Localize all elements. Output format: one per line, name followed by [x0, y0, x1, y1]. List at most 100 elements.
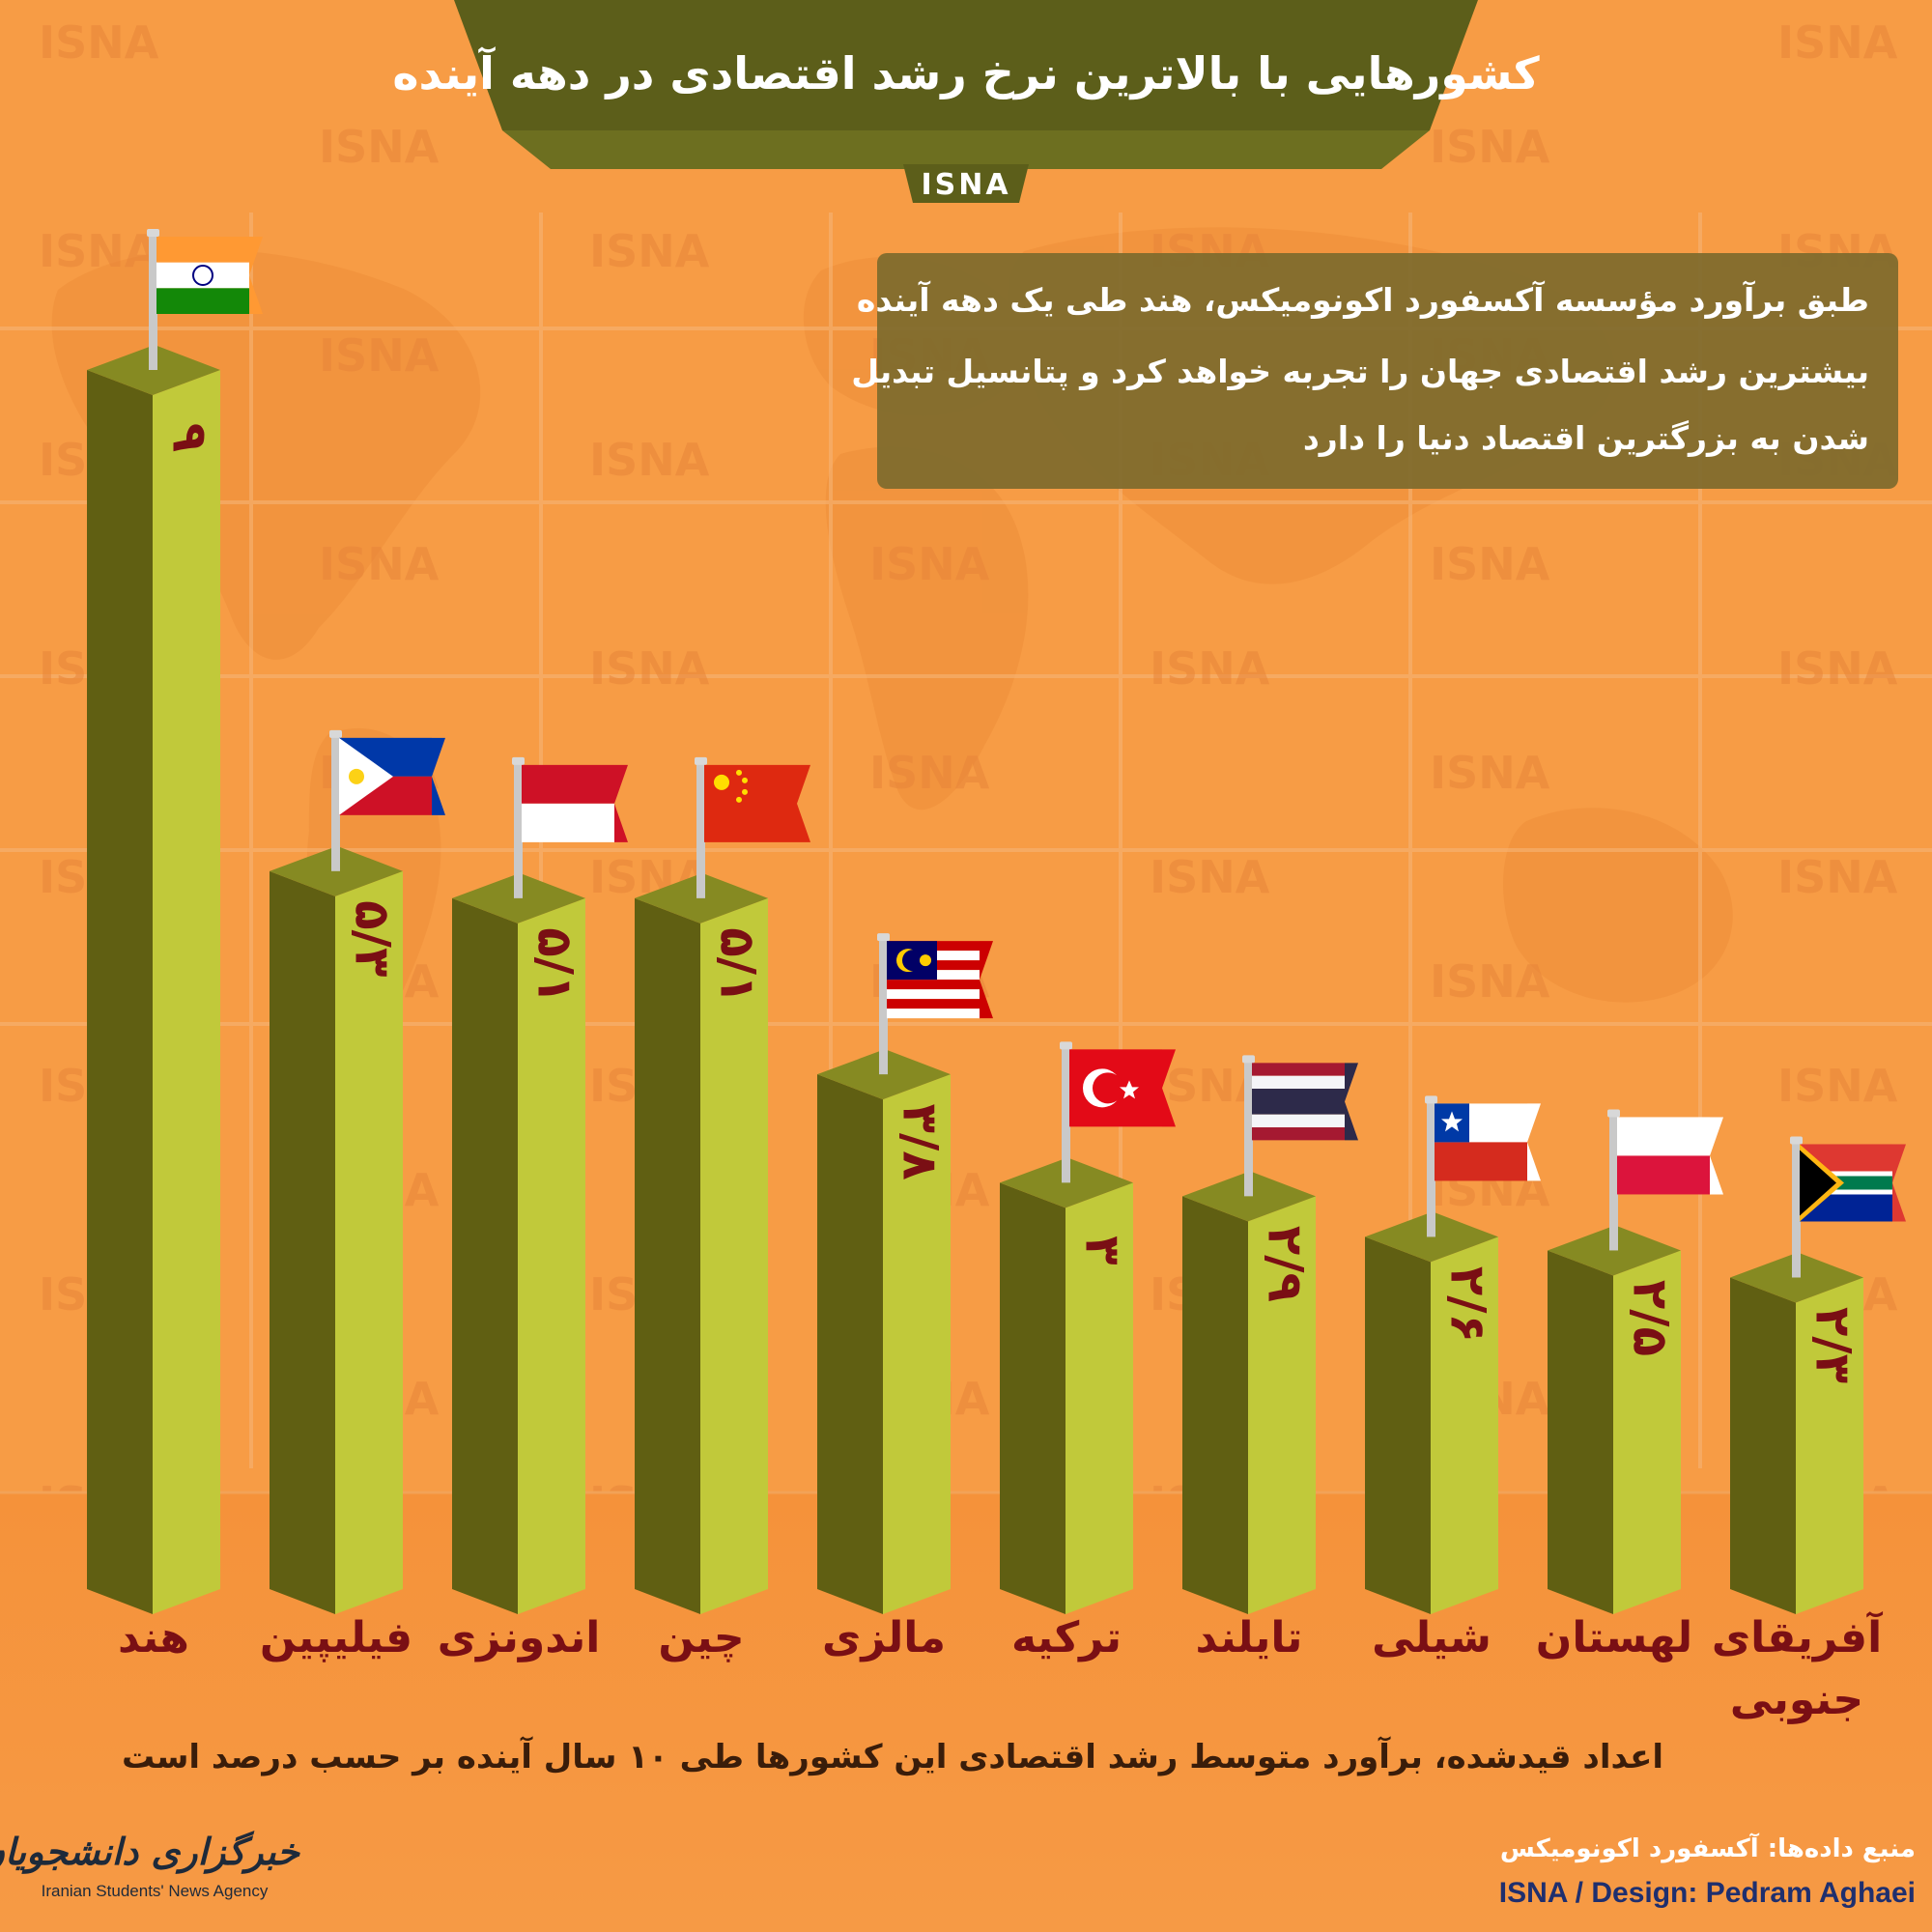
category-label: آفریقای: [1712, 1610, 1883, 1662]
flag-south-africa-icon: [1800, 1144, 1906, 1222]
bar-value-label: ۵/۳: [345, 900, 401, 977]
bar-group: ۵/۱ اندونزی: [438, 756, 628, 1662]
category-label: مالزی: [822, 1613, 946, 1662]
isna-watermark: ISNA: [39, 225, 159, 277]
flag-pole: [1062, 1047, 1070, 1183]
bar-left-face: [1365, 1236, 1431, 1614]
bar: [153, 370, 220, 1614]
bar-value-label: ۲/۳: [1805, 1307, 1861, 1383]
title-banner: کشورهایی با بالاترین نرخ رشد اقتصادی در …: [392, 0, 1540, 169]
flag-malaysia-icon: [887, 941, 993, 1019]
isna-watermark: ISNA: [319, 538, 440, 590]
logo-english: Iranian Students' News Agency: [42, 1882, 269, 1900]
footnote: اعداد قیدشده، برآورد متوسط رشد اقتصادی ا…: [122, 1736, 1663, 1776]
flag-pole-cap: [329, 729, 342, 738]
isna-watermark: ISNA: [869, 747, 990, 799]
isna-watermark: ISNA: [1150, 851, 1270, 903]
flag-pole: [696, 762, 705, 898]
isna-watermark: ISNA: [1777, 851, 1898, 903]
category-label: هند: [118, 1613, 189, 1662]
category-label: چین: [658, 1613, 744, 1662]
category-label: ترکیه: [1011, 1613, 1122, 1662]
isna-watermark: ISNA: [1430, 747, 1550, 799]
flag-pole: [331, 735, 340, 871]
category-label: جنوبی: [1730, 1675, 1863, 1724]
bar-value-label: ۵/۱: [709, 927, 765, 1004]
flag-pole-cap: [1060, 1041, 1072, 1050]
design-credit: ISNA / Design: Pedram Aghaei: [1499, 1877, 1916, 1909]
bar-value-label: ۳/۸: [893, 1104, 949, 1180]
bar-series: ۹ هند ۵/۳ فیلیپین ۵/۱ اندونزی ۵/۱ چین ۳/۸ مالزی ۳ ت…: [87, 229, 1906, 1724]
flag-thailand-icon: [1252, 1063, 1358, 1141]
flag-pole-cap: [147, 229, 159, 237]
bar-group: ۳/۸ مالزی: [817, 933, 993, 1662]
flag-pole-cap: [877, 933, 890, 942]
data-source: منبع داده‌ها: آکسفورد اکونومیکس: [1500, 1833, 1916, 1863]
flag-pole: [1609, 1115, 1618, 1251]
bar-value-label: ۲/۶: [1440, 1266, 1496, 1343]
flag-philippines-icon: [339, 737, 445, 815]
isna-watermark: ISNA: [1430, 538, 1550, 590]
bar-left-face: [817, 1074, 883, 1614]
bar-left-face: [1548, 1250, 1613, 1614]
description-panel: طبق برآورد مؤسسه آکسفورد اکونومیکس، هند …: [851, 253, 1898, 489]
bar-group: ۹ هند: [87, 229, 263, 1662]
flag-chile-icon: [1435, 1103, 1541, 1181]
category-label: تایلند: [1196, 1613, 1303, 1662]
bar: [700, 897, 768, 1614]
flag-pole-cap: [1790, 1136, 1803, 1145]
flag-indonesia-icon: [522, 764, 628, 842]
flag-pole: [1792, 1142, 1801, 1278]
flag-india-icon: [156, 237, 263, 314]
isna-watermark: ISNA: [1777, 1060, 1898, 1112]
isna-watermark: ISNA: [319, 121, 440, 173]
bar: [1796, 1277, 1863, 1614]
bar: [335, 870, 403, 1614]
isna-tag: ISNA: [903, 164, 1029, 203]
isna-watermark: ISNA: [319, 329, 440, 382]
flag-pole: [514, 762, 523, 898]
isna-watermark: ISNA: [1777, 642, 1898, 695]
flag-poland-icon: [1617, 1117, 1723, 1195]
bar-group: ۲/۳ آفریقای جنوبی: [1712, 1136, 1906, 1724]
description-line-2: بیشترین رشد اقتصادی جهان را تجربه خواهد …: [851, 353, 1869, 391]
isna-watermark: ISNA: [589, 434, 710, 486]
flag-pole: [1244, 1061, 1253, 1197]
flag-pole: [149, 235, 157, 370]
bar-left-face: [1182, 1196, 1248, 1614]
bar-left-face: [452, 897, 518, 1614]
bar: [1065, 1182, 1133, 1614]
isna-tag-label: ISNA: [921, 168, 1010, 202]
bar-group: ۲/۵ لهستان: [1536, 1109, 1723, 1662]
bar: [1613, 1250, 1681, 1614]
isna-watermark: ISNA: [1777, 16, 1898, 69]
bar-left-face: [1000, 1182, 1065, 1614]
flag-china-icon: [704, 764, 810, 842]
bar-value-label: ۹: [162, 423, 218, 453]
flag-pole-cap: [695, 756, 707, 765]
isna-watermark: ISNA: [1150, 642, 1270, 695]
bar-left-face: [270, 870, 335, 1614]
bar-group: ۲/۶ شیلی: [1365, 1095, 1541, 1662]
category-label: اندونزی: [438, 1613, 601, 1662]
bar-group: ۵/۳ فیلیپین: [260, 729, 445, 1662]
flag-pole-cap: [1607, 1109, 1620, 1118]
flag-turkey-icon: [1069, 1049, 1176, 1127]
bar-group: ۲/۹ تایلند: [1182, 1055, 1358, 1662]
bar: [1431, 1236, 1498, 1614]
bar-group: ۵/۱ چین: [635, 756, 810, 1662]
category-label: فیلیپین: [260, 1613, 412, 1662]
bar: [1248, 1196, 1316, 1614]
isna-watermark: ISNA: [1430, 121, 1550, 173]
flag-pole-cap: [512, 756, 525, 765]
bar-value-label: ۳: [1075, 1236, 1131, 1265]
bar: [518, 897, 585, 1614]
bar-left-face: [87, 370, 153, 1614]
isna-watermark: ISNA: [869, 538, 990, 590]
flag-pole-cap: [1242, 1055, 1255, 1064]
bar-value-label: ۵/۱: [526, 927, 582, 1004]
description-line-3: شدن به بزرگترین اقتصاد دنیا را دارد: [1303, 419, 1869, 458]
logo-persian: خبرگزاری دانشجویان ایران، ایسنا: [0, 1830, 301, 1874]
